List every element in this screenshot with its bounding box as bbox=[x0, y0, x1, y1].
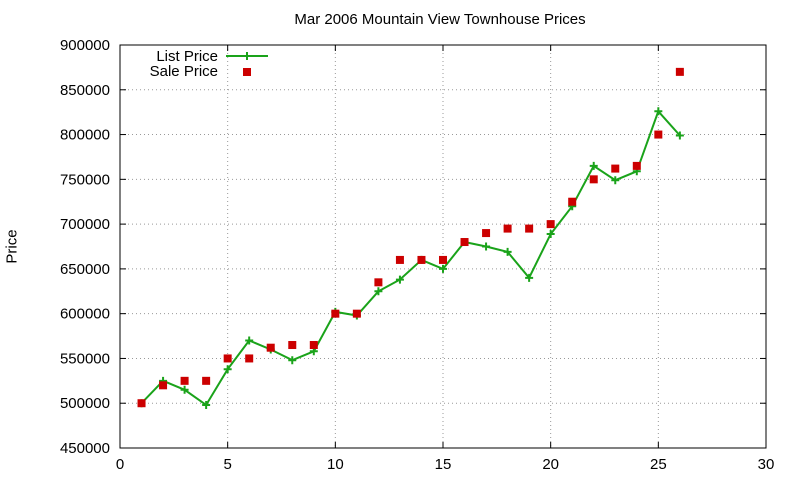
sale-price-point bbox=[417, 255, 426, 264]
sale-price-point bbox=[611, 164, 620, 173]
chart-title: Mar 2006 Mountain View Townhouse Prices bbox=[294, 11, 586, 28]
sale-price-point bbox=[675, 67, 684, 76]
axis-ticks: 450000 500000 550000 600000 650000 700000 7500… bbox=[60, 37, 774, 473]
list-price-point bbox=[288, 356, 297, 365]
sale-price-point bbox=[589, 175, 598, 184]
sale-price-point bbox=[632, 161, 641, 170]
legend-square-swatch bbox=[243, 68, 251, 76]
sale-price-point bbox=[288, 341, 297, 350]
list-price-point bbox=[611, 176, 620, 185]
sale-price-point bbox=[460, 238, 469, 247]
x-tick-label: 5 bbox=[223, 456, 231, 473]
legend-label: Sale Price bbox=[150, 63, 218, 80]
sale-price-point bbox=[223, 354, 232, 363]
list-price-point bbox=[654, 107, 663, 116]
list-price-point bbox=[374, 287, 383, 296]
sale-price-point bbox=[525, 224, 534, 233]
sale-price-point bbox=[352, 309, 361, 318]
y-tick-label: 750000 bbox=[60, 171, 110, 188]
list-price-point bbox=[589, 161, 598, 170]
x-tick-label: 15 bbox=[435, 456, 452, 473]
list-price-point bbox=[482, 242, 491, 251]
sale-price-point bbox=[568, 197, 577, 206]
y-tick-label: 700000 bbox=[60, 216, 110, 233]
series-layer bbox=[137, 67, 684, 410]
sale-price-point bbox=[331, 309, 340, 318]
sale-price-point bbox=[374, 278, 383, 287]
sale-price-point bbox=[395, 255, 404, 264]
series-sale-price bbox=[137, 67, 684, 408]
list-price-point bbox=[245, 336, 254, 345]
sale-price-point bbox=[546, 220, 555, 229]
series-list-price bbox=[137, 107, 684, 410]
y-tick-label: 650000 bbox=[60, 261, 110, 278]
sale-price-point bbox=[202, 376, 211, 385]
sale-price-point bbox=[180, 376, 189, 385]
list-price-point bbox=[439, 264, 447, 273]
list-price-point bbox=[525, 273, 534, 282]
legend-cross-swatch bbox=[243, 52, 251, 60]
x-tick-label: 10 bbox=[327, 456, 344, 473]
list-price-point bbox=[675, 131, 684, 140]
x-tick-label: 20 bbox=[542, 456, 559, 473]
x-tick-label: 0 bbox=[116, 456, 124, 473]
list-price-line bbox=[140, 109, 681, 407]
y-tick-label: 450000 bbox=[60, 440, 110, 457]
sale-price-point bbox=[503, 224, 512, 233]
y-tick-label: 600000 bbox=[60, 306, 110, 323]
y-tick-label: 500000 bbox=[60, 395, 110, 412]
list-price-point bbox=[546, 229, 555, 238]
y-tick-label: 850000 bbox=[60, 82, 110, 99]
sale-price-point bbox=[309, 341, 318, 350]
list-price-point bbox=[202, 401, 211, 410]
sale-price-point bbox=[266, 343, 275, 352]
y-tick-label: 900000 bbox=[60, 37, 110, 54]
y-tick-label: 550000 bbox=[60, 350, 110, 367]
x-tick-label: 30 bbox=[758, 456, 775, 473]
sale-price-point bbox=[654, 130, 663, 139]
y-tick-label: 800000 bbox=[60, 127, 110, 144]
list-price-point bbox=[180, 385, 189, 394]
list-price-point bbox=[395, 275, 404, 284]
sale-price-point bbox=[159, 381, 168, 390]
legend-label: List Price bbox=[156, 48, 218, 65]
sale-price-point bbox=[482, 229, 491, 238]
sale-price-point bbox=[245, 354, 254, 363]
list-price-point bbox=[223, 365, 232, 374]
sale-price-point bbox=[137, 399, 146, 408]
x-tick-label: 25 bbox=[650, 456, 667, 473]
sale-price-point bbox=[439, 255, 447, 264]
list-price-point bbox=[503, 247, 512, 256]
